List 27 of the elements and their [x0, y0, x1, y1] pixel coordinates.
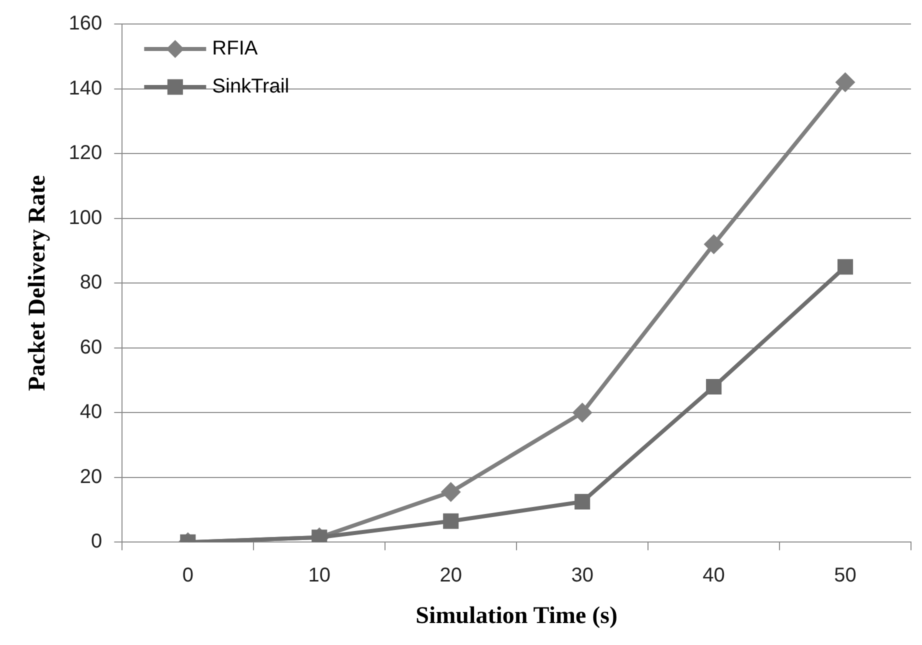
y-tick-label: 60: [80, 336, 102, 358]
y-tick-label: 100: [68, 206, 102, 229]
y-tick-label: 40: [80, 401, 102, 424]
y-tick-label: 160: [68, 12, 102, 35]
x-tick-label: 50: [834, 564, 856, 587]
x-tick-label: 10: [308, 564, 330, 587]
x-tick-label: 30: [571, 564, 594, 587]
x-axis-title: Simulation Time (s): [416, 602, 618, 629]
y-tick-label: 20: [80, 466, 102, 488]
y-tick-label: 140: [68, 77, 102, 100]
point: [704, 234, 724, 254]
point: [440, 482, 461, 502]
x-tick-label: 0: [182, 564, 194, 587]
point: [574, 494, 590, 510]
point: [835, 72, 856, 92]
legend-label: RFIA: [212, 38, 258, 60]
x-tick-label: 40: [702, 564, 725, 587]
point: [572, 402, 592, 423]
x-tick-label: 20: [440, 564, 462, 587]
legend-label: SinkTrail: [212, 76, 290, 98]
point: [443, 513, 459, 529]
point: [837, 259, 854, 275]
y-tick-label: 80: [80, 272, 102, 294]
point: [706, 378, 722, 395]
y-tick-label: 0: [91, 530, 102, 553]
y-axis-title: Packet Delivery Rate: [24, 174, 51, 392]
y-tick-label: 120: [68, 142, 102, 164]
